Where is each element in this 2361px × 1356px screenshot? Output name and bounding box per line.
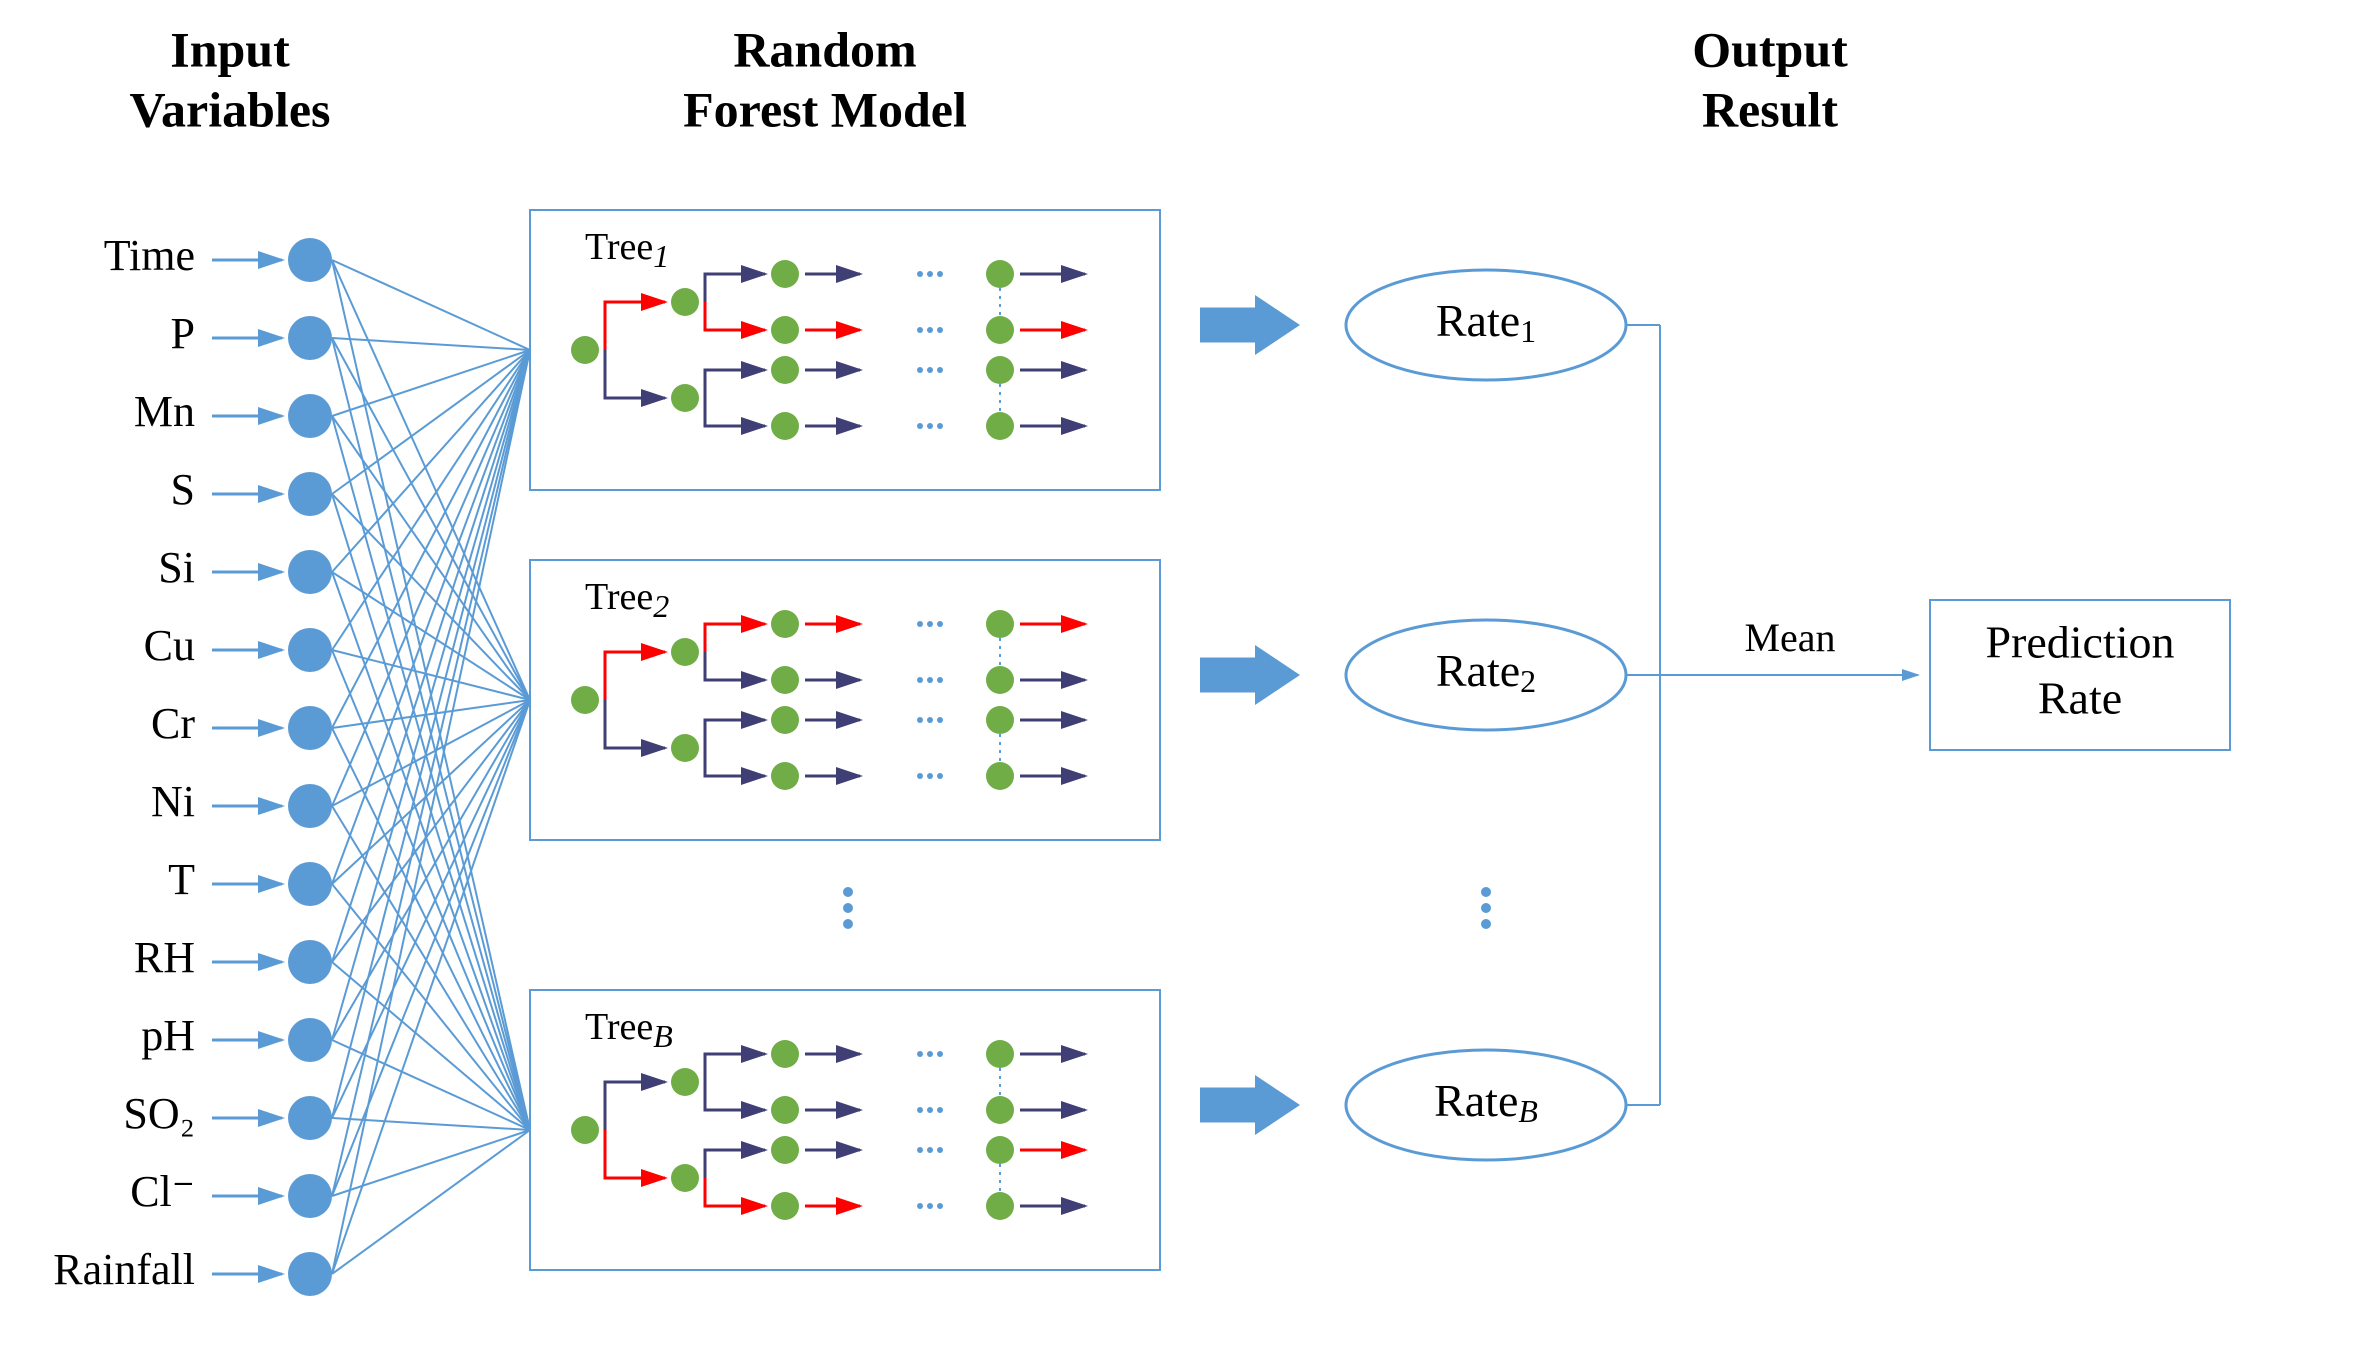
fan-line bbox=[332, 494, 530, 1130]
svg-text:Cu: Cu bbox=[144, 621, 195, 670]
svg-text:Result: Result bbox=[1702, 81, 1838, 137]
input-node bbox=[288, 472, 332, 516]
svg-text:TreeB: TreeB bbox=[585, 1006, 673, 1054]
fan-line bbox=[332, 700, 530, 1118]
svg-text:Output: Output bbox=[1692, 21, 1848, 77]
svg-text:S: S bbox=[171, 465, 195, 514]
ellipsis-dot bbox=[843, 919, 853, 929]
input-label: Cl⁻ bbox=[130, 1167, 195, 1216]
svg-text:Mn: Mn bbox=[134, 387, 195, 436]
input-label: Cr bbox=[151, 699, 195, 748]
svg-text:Rate: Rate bbox=[2038, 673, 2122, 724]
fan-line bbox=[332, 350, 530, 494]
input-label: T bbox=[168, 855, 195, 904]
block-arrow bbox=[1200, 1075, 1300, 1135]
input-label: SO₂ bbox=[123, 1089, 195, 1138]
input-label: P bbox=[171, 309, 195, 358]
ellipsis-dot bbox=[1481, 903, 1491, 913]
fan-line bbox=[332, 350, 530, 884]
fan-line bbox=[332, 338, 530, 350]
input-label: Cu bbox=[144, 621, 195, 670]
svg-text:pH: pH bbox=[141, 1011, 195, 1060]
input-node bbox=[288, 550, 332, 594]
input-node bbox=[288, 628, 332, 672]
input-label: Time bbox=[104, 231, 195, 280]
input-label: Ni bbox=[151, 777, 195, 826]
ellipsis-dot bbox=[1481, 919, 1491, 929]
input-node bbox=[288, 316, 332, 360]
svg-text:Prediction: Prediction bbox=[1985, 617, 2174, 668]
fan-line bbox=[332, 1040, 530, 1130]
input-node bbox=[288, 1018, 332, 1062]
input-label: pH bbox=[141, 1011, 195, 1060]
input-node bbox=[288, 940, 332, 984]
svg-text:Input: Input bbox=[170, 21, 290, 77]
input-label: Mn bbox=[134, 387, 195, 436]
svg-text:SO₂: SO₂ bbox=[123, 1089, 195, 1138]
tree-box: Tree1 bbox=[530, 210, 1160, 490]
ellipsis-dot bbox=[1481, 887, 1491, 897]
svg-text:Time: Time bbox=[104, 231, 195, 280]
input-node bbox=[288, 394, 332, 438]
input-label: S bbox=[171, 465, 195, 514]
fan-line bbox=[332, 260, 530, 350]
svg-text:Random: Random bbox=[733, 21, 916, 77]
rate-label: Rate1 bbox=[1436, 295, 1536, 349]
input-node bbox=[288, 1174, 332, 1218]
svg-text:Si: Si bbox=[158, 543, 195, 592]
svg-text:T: T bbox=[168, 855, 195, 904]
input-node bbox=[288, 238, 332, 282]
fan-line bbox=[332, 650, 530, 1130]
rate-label: Rate2 bbox=[1436, 645, 1536, 699]
input-label: RH bbox=[134, 933, 195, 982]
fan-line bbox=[332, 806, 530, 1130]
svg-text:Tree1: Tree1 bbox=[585, 226, 669, 274]
rate-label: RateB bbox=[1434, 1075, 1538, 1129]
svg-text:P: P bbox=[171, 309, 195, 358]
svg-text:Variables: Variables bbox=[130, 81, 331, 137]
input-label: Rainfall bbox=[53, 1245, 195, 1294]
input-node bbox=[288, 784, 332, 828]
svg-text:Forest Model: Forest Model bbox=[683, 81, 967, 137]
fan-line bbox=[332, 884, 530, 1130]
ellipsis-dot bbox=[843, 887, 853, 897]
input-node bbox=[288, 706, 332, 750]
tree-box: Tree2 bbox=[530, 560, 1160, 840]
svg-text:Cl⁻: Cl⁻ bbox=[130, 1167, 195, 1216]
block-arrow bbox=[1200, 295, 1300, 355]
ellipsis-dot bbox=[843, 903, 853, 913]
fan-line bbox=[332, 1130, 530, 1274]
svg-text:Mean: Mean bbox=[1744, 615, 1835, 660]
block-arrow bbox=[1200, 645, 1300, 705]
input-node bbox=[288, 1096, 332, 1140]
svg-text:Tree2: Tree2 bbox=[585, 576, 669, 624]
input-node bbox=[288, 862, 332, 906]
tree-box: TreeB bbox=[530, 990, 1160, 1270]
svg-text:Rainfall: Rainfall bbox=[53, 1245, 195, 1294]
input-label: Si bbox=[158, 543, 195, 592]
svg-text:Ni: Ni bbox=[151, 777, 195, 826]
input-node bbox=[288, 1252, 332, 1296]
svg-text:RH: RH bbox=[134, 933, 195, 982]
svg-text:Cr: Cr bbox=[151, 699, 195, 748]
